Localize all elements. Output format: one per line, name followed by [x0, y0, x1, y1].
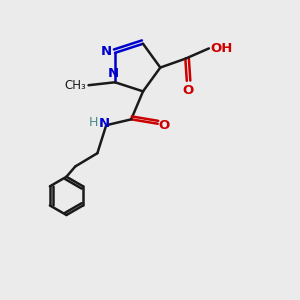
Text: N: N	[99, 117, 110, 130]
Text: N: N	[108, 67, 119, 80]
Text: CH₃: CH₃	[64, 79, 86, 92]
Text: N: N	[100, 45, 112, 58]
Text: O: O	[159, 119, 170, 132]
Text: O: O	[183, 84, 194, 97]
Text: OH: OH	[210, 42, 233, 55]
Text: H: H	[88, 116, 98, 129]
